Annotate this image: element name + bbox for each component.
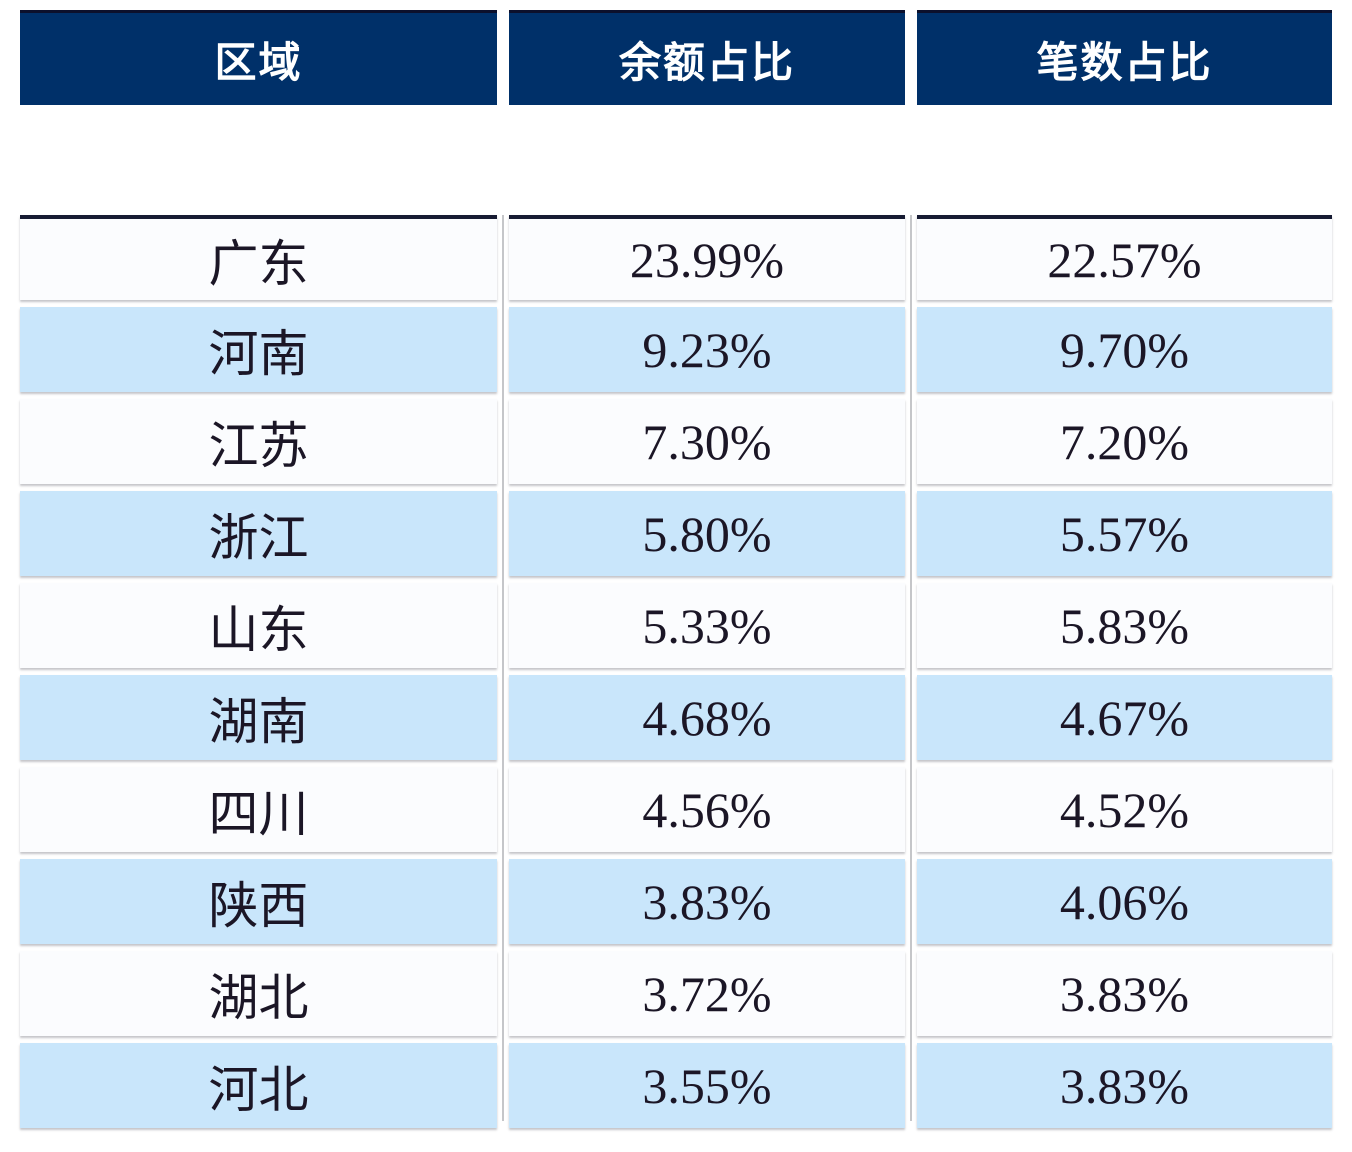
table-row: 湖南 4.68% 4.67% [20,675,1332,760]
table-row: 河北 3.55% 3.83% [20,1043,1332,1128]
region-cell: 四川 [20,767,497,852]
balance-cell: 5.33% [509,583,905,668]
header-cell-region: 区域 [20,10,497,105]
balance-cell: 4.68% [509,675,905,760]
count-cell: 22.57% [917,215,1332,300]
count-cell: 7.20% [917,399,1332,484]
region-cell: 湖南 [20,675,497,760]
count-cell: 3.83% [917,951,1332,1036]
balance-cell: 3.83% [509,859,905,944]
region-cell: 浙江 [20,491,497,576]
count-cell: 4.67% [917,675,1332,760]
balance-cell: 3.72% [509,951,905,1036]
header-cell-balance-share: 余额占比 [509,10,905,105]
region-cell: 广东 [20,215,497,300]
region-cell: 河北 [20,1043,497,1128]
balance-cell: 5.80% [509,491,905,576]
region-cell: 陕西 [20,859,497,944]
column-divider [910,215,912,1121]
header-body-spacer [0,105,1352,215]
count-cell: 4.52% [917,767,1332,852]
balance-cell: 23.99% [509,215,905,300]
region-cell: 河南 [20,307,497,392]
table-header-row: 区域 余额占比 笔数占比 [20,10,1332,105]
table-row: 浙江 5.80% 5.57% [20,491,1332,576]
balance-cell: 4.56% [509,767,905,852]
balance-cell: 9.23% [509,307,905,392]
count-cell: 9.70% [917,307,1332,392]
count-cell: 4.06% [917,859,1332,944]
table-row: 河南 9.23% 9.70% [20,307,1332,392]
table-row: 四川 4.56% 4.52% [20,767,1332,852]
count-cell: 5.83% [917,583,1332,668]
header-cell-count-share: 笔数占比 [917,10,1332,105]
table-row: 陕西 3.83% 4.06% [20,859,1332,944]
table-row: 山东 5.33% 5.83% [20,583,1332,668]
table-row: 江苏 7.30% 7.20% [20,399,1332,484]
region-cell: 湖北 [20,951,497,1036]
table-body: 广东 23.99% 22.57% 河南 9.23% 9.70% 江苏 7.30%… [20,215,1332,1128]
balance-cell: 3.55% [509,1043,905,1128]
balance-cell: 7.30% [509,399,905,484]
count-cell: 5.57% [917,491,1332,576]
table-row: 湖北 3.72% 3.83% [20,951,1332,1036]
region-cell: 江苏 [20,399,497,484]
count-cell: 3.83% [917,1043,1332,1128]
region-cell: 山东 [20,583,497,668]
column-divider [502,215,504,1121]
table-row: 广东 23.99% 22.57% [20,215,1332,300]
